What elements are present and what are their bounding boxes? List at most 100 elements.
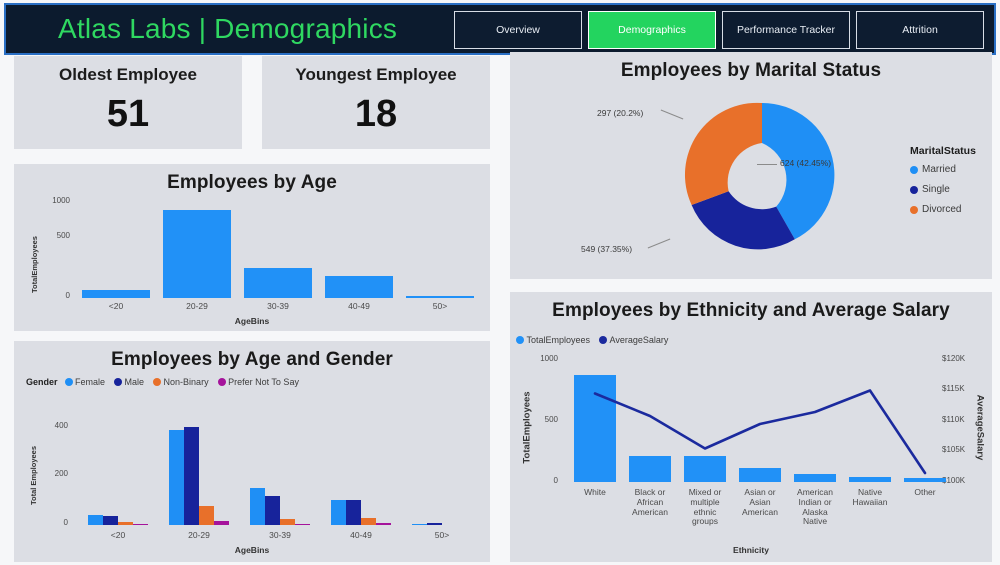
legend-item-male[interactable]: Male [114,377,144,387]
legend-marital-status: MaritalStatus Married Single Divorced [910,145,976,224]
chart-employees-by-age[interactable]: Employees by Age TotalEmployees 1000 500… [14,164,490,331]
y2-tick-120k: $120K [942,354,966,363]
y-tick-eth-0: 0 [553,476,558,485]
legend-swatch-total-employees [516,336,524,344]
chart-employees-by-ethnicity-and-average-salary[interactable]: Employees by Ethnicity and Average Salar… [510,292,992,562]
donut-label-divorced: 297 (20.2%) [597,108,644,118]
x-tick-age-lt20: <20 [108,301,124,311]
legend-label-female: Female [75,377,106,387]
y-axis-label-age: TotalEmployees [29,236,39,293]
y2-tick-100k: $100K [942,476,966,485]
bar-ethnicity-asian[interactable] [739,468,781,482]
tab-performance-tracker[interactable]: Performance Tracker [722,11,850,49]
bar-ethnicity-black-african[interactable] [629,456,671,482]
plot-area-ethnicity [560,360,948,482]
y-tick-eth-1000: 1000 [540,354,558,363]
x-tick-gender-lt20: <20 [110,530,126,540]
chart-title-ethnicity: Employees by Ethnicity and Average Salar… [552,300,950,321]
x-tick-eth-asian: Asian or Asian American [742,487,778,517]
bar-age-30-39[interactable] [244,268,312,298]
kpi-value-oldest: 51 [106,93,150,135]
legend-item-prefer-not-to-say[interactable]: Prefer Not To Say [217,377,299,387]
donut-label-married: 624 (42.45%) [780,158,832,168]
tab-overview[interactable]: Overview [454,11,582,49]
y-tick-eth-500: 500 [544,415,558,424]
tab-attrition[interactable]: Attrition [856,11,984,49]
legend-item-female[interactable]: Female [64,377,106,387]
bar-gender-30-39-prefer-not[interactable] [295,524,310,525]
y-tick-1000: 1000 [52,196,70,205]
bar-ethnicity-american-indian[interactable] [794,474,836,482]
donut-slice-married[interactable] [762,102,835,240]
bar-gender-30-39-female[interactable] [250,488,265,525]
legend-label-average-salary: AverageSalary [609,335,669,345]
legend-item-non-binary[interactable]: Non-Binary [153,377,209,387]
legend-ethnicity: TotalEmployees AverageSalary [516,335,673,345]
bar-gender-50plus-male[interactable] [427,523,442,525]
x-tick-age-30-39: 30-39 [267,301,289,311]
bar-ethnicity-native-hawaiian[interactable] [849,477,891,482]
bar-gender-50plus-female[interactable] [412,524,427,525]
legend-item-married[interactable]: Married [910,164,976,175]
tab-demographics[interactable]: Demographics [588,11,716,49]
bar-gender-40-49-female[interactable] [331,500,346,525]
bar-age-20-29[interactable] [163,210,231,298]
x-tick-gender-40-49: 40-49 [350,530,372,540]
legend-item-total-employees[interactable]: TotalEmployees [516,335,590,345]
x-tick-eth-mixed-multiple: Mixed or multiple ethnic groups [688,487,722,527]
chart-title-employees-by-age: Employees by Age [167,172,337,193]
legend-swatch-divorced [910,205,918,214]
donut-slice-single[interactable] [691,191,795,250]
bar-age-40-49[interactable] [325,276,393,298]
line-average-salary[interactable] [560,360,948,482]
bar-gender-20-29-non-binary[interactable] [199,506,214,525]
y-tick-gender-0: 0 [63,518,68,527]
donut-slice-divorced[interactable] [684,102,762,205]
bar-gender-lt20-female[interactable] [88,515,103,525]
legend-swatch-married [910,165,918,174]
x-tick-eth-other: Other [914,487,936,497]
x-axis-label-ethnicity: Ethnicity [733,545,769,555]
x-tick-eth-american-indian: American Indian or Alaska Native [797,487,833,527]
nav-tabs: Overview Demographics Performance Tracke… [454,11,984,49]
bar-age-lt20[interactable] [82,290,150,298]
x-tick-gender-20-29: 20-29 [188,530,210,540]
x-tick-eth-black-african: Black or African American [632,487,668,517]
bar-gender-20-29-prefer-not[interactable] [214,521,229,525]
bar-gender-20-29-male[interactable] [184,427,199,525]
bar-gender-lt20-non-binary[interactable] [118,522,133,525]
bar-ethnicity-mixed-multiple[interactable] [684,456,726,482]
legend-swatch-single [910,185,918,194]
kpi-card-youngest-employee: Youngest Employee 18 [262,56,490,149]
y-axis-label-total-employees: TotalEmployees [521,391,533,464]
bar-gender-40-49-prefer-not[interactable] [376,523,391,525]
legend-item-single[interactable]: Single [910,184,976,195]
bar-age-50plus[interactable] [406,296,474,298]
legend-title-marital-status: MaritalStatus [910,145,976,157]
x-tick-age-20-29: 20-29 [186,301,208,311]
chart-employees-by-marital-status[interactable]: Employees by Marital Status 624 (42.45%)… [510,52,992,279]
legend-item-divorced[interactable]: Divorced [910,204,976,215]
chart-title-age-gender: Employees by Age and Gender [111,349,393,370]
legend-item-average-salary[interactable]: AverageSalary [599,335,668,345]
bar-gender-30-39-non-binary[interactable] [280,519,295,525]
plot-area-employees-by-age [76,198,482,298]
legend-label-non-binary: Non-Binary [163,377,209,387]
x-tick-gender-50plus: 50> [434,530,450,540]
y2-tick-110k: $110K [942,415,965,424]
bar-gender-lt20-male[interactable] [103,516,118,525]
legend-swatch-average-salary [599,336,608,344]
bar-gender-lt20-prefer-not[interactable] [133,524,148,525]
bar-gender-40-49-male[interactable] [346,500,361,525]
chart-employees-by-age-and-gender[interactable]: Employees by Age and Gender Gender Femal… [14,341,490,562]
bar-ethnicity-other[interactable] [904,478,946,482]
bar-gender-30-39-male[interactable] [265,496,280,525]
y-tick-500: 500 [56,231,70,240]
y-tick-0: 0 [65,291,70,300]
bar-gender-40-49-non-binary[interactable] [361,518,376,525]
y2-tick-105k: $105K [942,445,966,454]
bar-gender-20-29-female[interactable] [169,430,184,525]
legend-label-male: Male [124,377,145,387]
legend-label-married: Married [922,164,956,175]
